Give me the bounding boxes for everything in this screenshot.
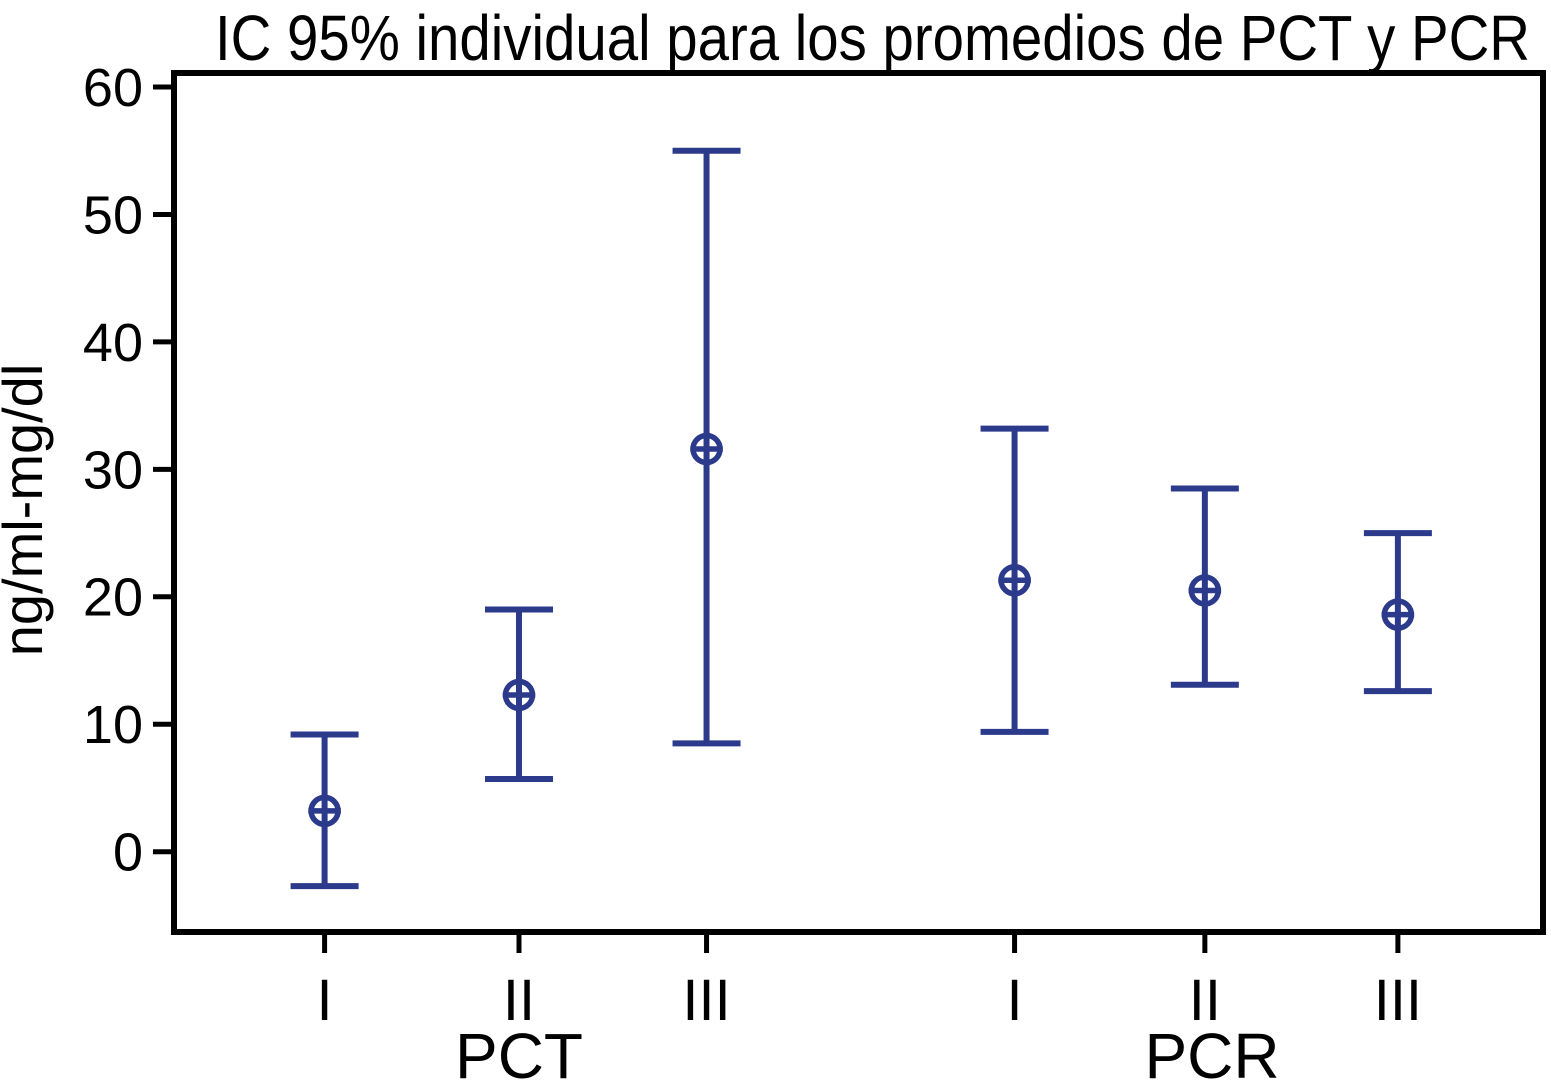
y-tick-label: 20 [83,568,143,628]
group-label-pcr: PCR [1144,1020,1279,1084]
y-tick-label: 0 [113,823,143,883]
x-tick-label: I [1007,968,1023,1033]
plot-frame [171,70,1546,935]
y-tick-label: 30 [83,440,143,500]
x-tick-label: II [503,968,535,1033]
x-tick-label: II [1189,968,1221,1033]
y-tick-label: 10 [83,695,143,755]
y-tick-label: 60 [83,58,143,118]
y-tick-label: 40 [83,313,143,373]
y-axis-title: ng/ml-mg/dl [0,364,54,657]
x-tick-label: III [682,968,730,1033]
y-tick-label: 50 [83,185,143,245]
chart-title: IC 95% individual para los promedios de … [215,2,1530,74]
x-tick-label: III [1374,968,1422,1033]
group-label-pct: PCT [455,1020,583,1084]
x-tick-label: I [317,968,333,1033]
